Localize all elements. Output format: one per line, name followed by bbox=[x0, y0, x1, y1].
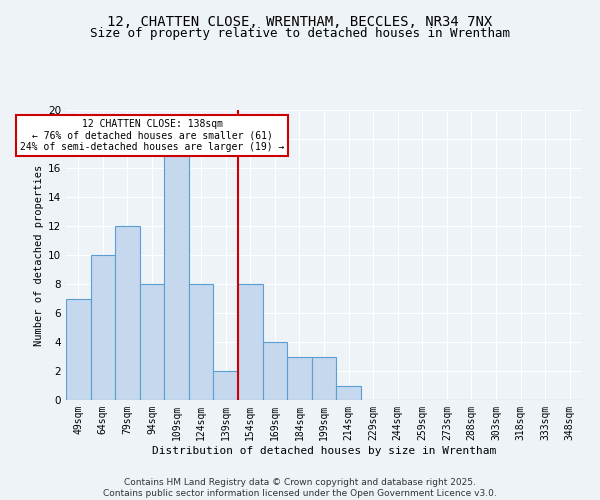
Bar bbox=[140, 284, 164, 400]
Bar bbox=[336, 386, 361, 400]
Bar bbox=[164, 154, 189, 400]
Bar bbox=[115, 226, 140, 400]
Bar bbox=[189, 284, 214, 400]
Text: Contains HM Land Registry data © Crown copyright and database right 2025.
Contai: Contains HM Land Registry data © Crown c… bbox=[103, 478, 497, 498]
Bar bbox=[312, 356, 336, 400]
Text: 12 CHATTEN CLOSE: 138sqm
← 76% of detached houses are smaller (61)
24% of semi-d: 12 CHATTEN CLOSE: 138sqm ← 76% of detach… bbox=[20, 118, 284, 152]
Bar bbox=[287, 356, 312, 400]
Y-axis label: Number of detached properties: Number of detached properties bbox=[34, 164, 44, 346]
Bar bbox=[91, 255, 115, 400]
Text: Size of property relative to detached houses in Wrentham: Size of property relative to detached ho… bbox=[90, 28, 510, 40]
Bar bbox=[66, 298, 91, 400]
Bar bbox=[214, 371, 238, 400]
Bar bbox=[263, 342, 287, 400]
X-axis label: Distribution of detached houses by size in Wrentham: Distribution of detached houses by size … bbox=[152, 446, 496, 456]
Bar bbox=[238, 284, 263, 400]
Text: 12, CHATTEN CLOSE, WRENTHAM, BECCLES, NR34 7NX: 12, CHATTEN CLOSE, WRENTHAM, BECCLES, NR… bbox=[107, 15, 493, 29]
